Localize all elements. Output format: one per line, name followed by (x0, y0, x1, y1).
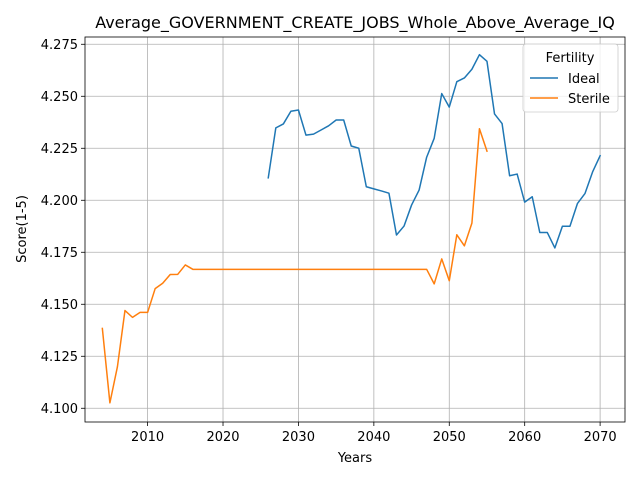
y-tick-label: 4.125 (41, 350, 78, 365)
y-tick-label: 4.250 (41, 90, 78, 105)
y-tick-label: 4.100 (41, 402, 78, 417)
series-lines (101, 53, 602, 404)
legend-label-ideal: Ideal (568, 72, 600, 87)
y-tick-label: 4.175 (41, 246, 78, 261)
y-axis-label: Score(1-5) (15, 195, 30, 263)
series-line-sterile (101, 127, 488, 404)
legend-label-sterile: Sterile (568, 92, 610, 107)
x-tick-label: 2060 (508, 430, 541, 445)
x-axis: 2010 2020 2030 2040 2050 2060 2070 (131, 422, 617, 445)
x-tick-label: 2040 (357, 430, 390, 445)
x-axis-label: Years (337, 451, 373, 466)
legend-box (522, 43, 619, 113)
y-tick-label: 4.200 (41, 194, 78, 209)
plot-frame (84, 36, 626, 423)
chart-title: Average_GOVERNMENT_CREATE_JOBS_Whole_Abo… (95, 13, 615, 33)
series-line-ideal (267, 53, 602, 249)
y-tick-label: 4.225 (41, 142, 78, 157)
legend: Fertility Ideal Sterile (522, 43, 619, 113)
x-tick-label: 2010 (131, 430, 164, 445)
x-tick-label: 2020 (206, 430, 239, 445)
y-tick-label: 4.150 (41, 298, 78, 313)
legend-title: Fertility (546, 51, 595, 66)
x-tick-label: 2070 (584, 430, 617, 445)
x-tick-label: 2050 (433, 430, 466, 445)
x-tick-label: 2030 (282, 430, 315, 445)
y-tick-label: 4.275 (41, 38, 78, 53)
y-axis: 4.100 4.125 4.150 4.175 4.200 4.225 4.250 4.275 (41, 38, 85, 417)
